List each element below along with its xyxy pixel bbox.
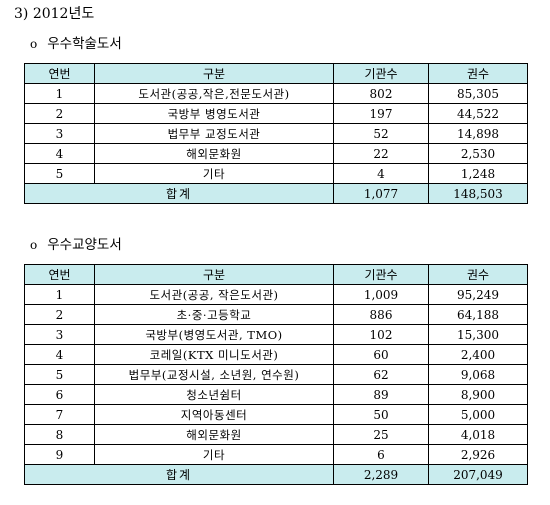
- row-category: 법무부(교정시설, 소년원, 연수원): [94, 364, 334, 385]
- row-orgs: 25: [333, 424, 429, 445]
- column-header-orgs: 기관수: [333, 264, 429, 285]
- row-orgs: 62: [333, 364, 429, 385]
- table-header-row: 연번 구분 기관수 권수: [24, 63, 528, 84]
- row-orgs: 6: [333, 444, 429, 465]
- bullet-icon: o: [30, 37, 38, 51]
- column-header-no: 연번: [24, 63, 95, 84]
- section-heading: 3) 2012년도: [14, 6, 95, 22]
- row-volumes: 5,000: [428, 404, 528, 425]
- row-volumes: 2,530: [428, 143, 528, 164]
- row-volumes: 2,400: [428, 344, 528, 365]
- table-row: 5 법무부(교정시설, 소년원, 연수원) 62 9,068: [24, 364, 528, 385]
- row-volumes: 2,926: [428, 444, 528, 465]
- row-category: 기타: [94, 163, 334, 184]
- table-row: 2 국방부 병영도서관 197 44,522: [24, 103, 528, 124]
- row-category: 지역아동센터: [94, 404, 334, 425]
- table-total-row: 합계 1,077 148,503: [24, 183, 528, 204]
- table-row: 7 지역아동센터 50 5,000: [24, 404, 528, 425]
- row-orgs: 102: [333, 324, 429, 345]
- row-category: 국방부 병영도서관: [94, 103, 334, 124]
- column-header-no: 연번: [24, 264, 95, 285]
- row-no: 1: [24, 83, 95, 104]
- table-header-row: 연번 구분 기관수 권수: [24, 264, 528, 285]
- table-row: 4 해외문화원 22 2,530: [24, 143, 528, 164]
- row-category: 초·중·고등학교: [94, 304, 334, 325]
- academic-books-table: 연번 구분 기관수 권수 1 도서관(공공,작은,전문도서관) 802 85,3…: [24, 63, 528, 204]
- subheading-academic-books: o 우수학술도서: [30, 35, 122, 53]
- table-total-row: 합계 2,289 207,049: [24, 464, 528, 485]
- row-category: 기타: [94, 444, 334, 465]
- total-orgs: 2,289: [333, 464, 429, 485]
- row-no: 4: [24, 143, 95, 164]
- row-category: 청소년쉼터: [94, 384, 334, 405]
- subheading-general-books: o 우수교양도서: [30, 236, 122, 254]
- bullet-icon: o: [30, 238, 38, 252]
- row-volumes: 4,018: [428, 424, 528, 445]
- row-category: 법무부 교정도서관: [94, 123, 334, 144]
- total-volumes: 207,049: [428, 464, 528, 485]
- table-row: 5 기타 4 1,248: [24, 163, 528, 184]
- row-no: 1: [24, 284, 95, 305]
- table-row: 3 국방부(병영도서관, TMO) 102 15,300: [24, 324, 528, 345]
- column-header-volumes: 권수: [428, 63, 528, 84]
- row-no: 3: [24, 324, 95, 345]
- subheading-general-books-title: 우수교양도서: [47, 237, 122, 253]
- row-orgs: 4: [333, 163, 429, 184]
- row-category: 해외문화원: [94, 143, 334, 164]
- row-no: 5: [24, 163, 95, 184]
- column-header-category: 구분: [94, 264, 334, 285]
- row-volumes: 95,249: [428, 284, 528, 305]
- row-orgs: 50: [333, 404, 429, 425]
- row-volumes: 15,300: [428, 324, 528, 345]
- row-category: 해외문화원: [94, 424, 334, 445]
- table-row: 6 청소년쉼터 89 8,900: [24, 384, 528, 405]
- general-books-table: 연번 구분 기관수 권수 1 도서관(공공, 작은도서관) 1,009 95,2…: [24, 264, 528, 485]
- table-row: 2 초·중·고등학교 886 64,188: [24, 304, 528, 325]
- table-row: 8 해외문화원 25 4,018: [24, 424, 528, 445]
- row-category: 코레일(KTX 미니도서관): [94, 344, 334, 365]
- total-label: 합계: [24, 464, 334, 485]
- row-no: 9: [24, 444, 95, 465]
- row-volumes: 14,898: [428, 123, 528, 144]
- table-row: 1 도서관(공공, 작은도서관) 1,009 95,249: [24, 284, 528, 305]
- row-orgs: 197: [333, 103, 429, 124]
- table-row: 1 도서관(공공,작은,전문도서관) 802 85,305: [24, 83, 528, 104]
- column-header-orgs: 기관수: [333, 63, 429, 84]
- column-header-volumes: 권수: [428, 264, 528, 285]
- row-orgs: 89: [333, 384, 429, 405]
- row-volumes: 85,305: [428, 83, 528, 104]
- row-category: 국방부(병영도서관, TMO): [94, 324, 334, 345]
- row-orgs: 802: [333, 83, 429, 104]
- total-orgs: 1,077: [333, 183, 429, 204]
- column-header-category: 구분: [94, 63, 334, 84]
- row-no: 2: [24, 103, 95, 124]
- table-row: 3 법무부 교정도서관 52 14,898: [24, 123, 528, 144]
- total-label: 합계: [24, 183, 334, 204]
- row-no: 5: [24, 364, 95, 385]
- row-volumes: 8,900: [428, 384, 528, 405]
- row-no: 3: [24, 123, 95, 144]
- table-row: 4 코레일(KTX 미니도서관) 60 2,400: [24, 344, 528, 365]
- row-orgs: 886: [333, 304, 429, 325]
- row-category: 도서관(공공, 작은도서관): [94, 284, 334, 305]
- row-volumes: 64,188: [428, 304, 528, 325]
- total-volumes: 148,503: [428, 183, 528, 204]
- row-orgs: 52: [333, 123, 429, 144]
- row-no: 6: [24, 384, 95, 405]
- row-no: 8: [24, 424, 95, 445]
- row-no: 4: [24, 344, 95, 365]
- row-orgs: 1,009: [333, 284, 429, 305]
- row-no: 7: [24, 404, 95, 425]
- subheading-academic-books-title: 우수학술도서: [47, 36, 122, 52]
- row-orgs: 22: [333, 143, 429, 164]
- row-category: 도서관(공공,작은,전문도서관): [94, 83, 334, 104]
- row-volumes: 44,522: [428, 103, 528, 124]
- row-volumes: 9,068: [428, 364, 528, 385]
- row-no: 2: [24, 304, 95, 325]
- row-orgs: 60: [333, 344, 429, 365]
- table-row: 9 기타 6 2,926: [24, 444, 528, 465]
- row-volumes: 1,248: [428, 163, 528, 184]
